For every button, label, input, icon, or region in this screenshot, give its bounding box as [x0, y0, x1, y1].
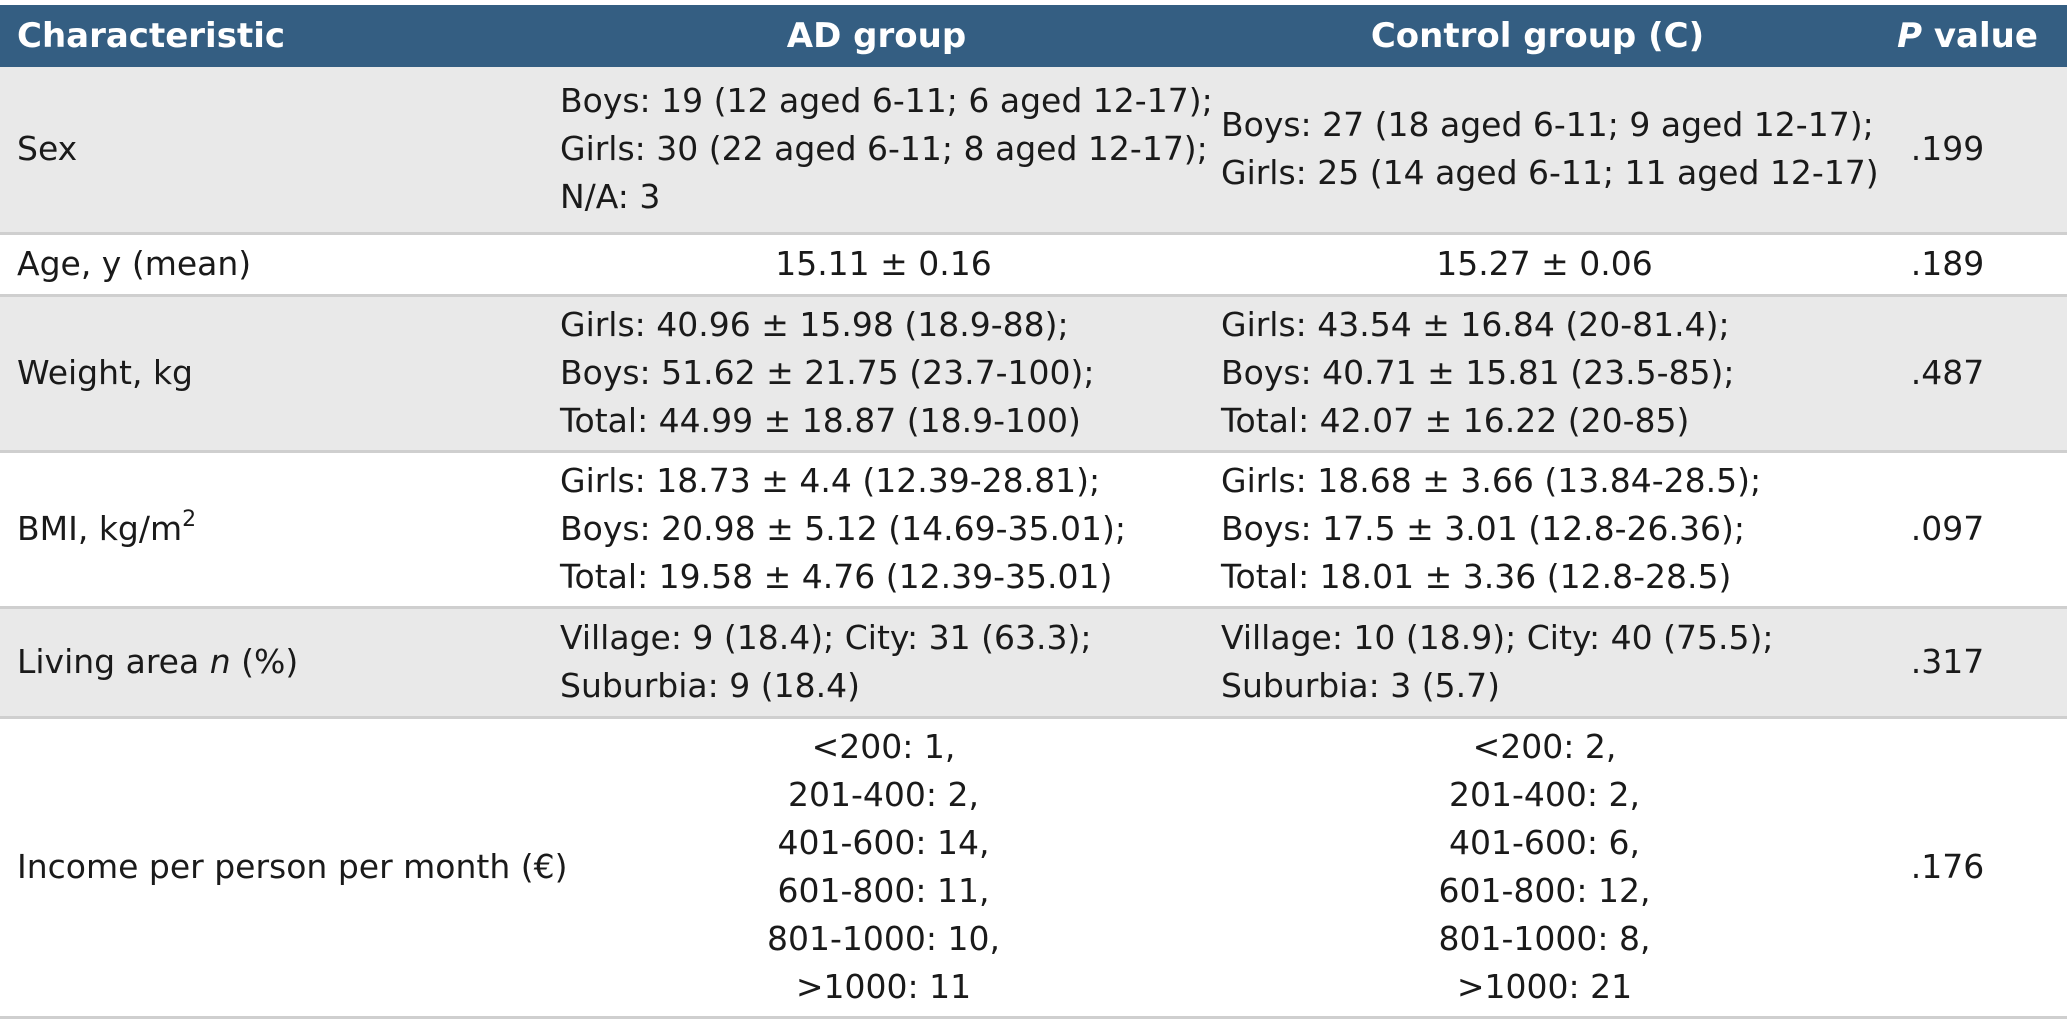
row-label-age: Age, y (mean): [17, 244, 252, 283]
cell-weight-ad: Girls: 40.96 ± 15.98 (18.9-88); Boys: 51…: [546, 295, 1207, 451]
header-p-rest: value: [1922, 16, 2038, 56]
cell-line: Girls: 30 (22 aged 6-11; 8 aged 12-17);: [560, 129, 1208, 169]
row-label-living-post: (%): [230, 642, 299, 681]
cell-bmi-ad: Girls: 18.73 ± 4.4 (12.39-28.81); Boys: …: [546, 451, 1207, 607]
cell-weight-control: Girls: 43.54 ± 16.84 (20-81.4); Boys: 40…: [1207, 295, 1868, 451]
cell-line: Total: 42.07 ± 16.22 (20-85): [1221, 401, 1690, 440]
table-row-living-area: Living area n (%) Village: 9 (18.4); Cit…: [0, 607, 2067, 717]
row-label-income: Income per person per month (€): [17, 847, 568, 886]
cell-line: Suburbia: 3 (5.7): [1221, 666, 1500, 705]
cell-income-p: .176: [1910, 847, 1985, 886]
cell-line: 601-800: 11,: [777, 871, 990, 910]
row-label-weight: Weight, kg: [17, 353, 194, 392]
cell-line: Total: 44.99 ± 18.87 (18.9-100): [560, 401, 1081, 440]
cell-bmi-p: .097: [1910, 509, 1985, 548]
row-label-bmi-sup: 2: [182, 507, 197, 532]
cell-sex-control: Boys: 27 (18 aged 6-11; 9 aged 12-17); G…: [1207, 67, 1879, 233]
cell-sex-ad: Boys: 19 (12 aged 6-11; 6 aged 12-17); G…: [546, 67, 1213, 233]
cell-sex-p: .199: [1910, 129, 1985, 169]
header-characteristic: Characteristic: [17, 16, 285, 56]
cell-income-control: <200: 2, 201-400: 2, 401-600: 6, 601-800…: [1207, 717, 1868, 1017]
cell-line: Boys: 20.98 ± 5.12 (14.69-35.01);: [560, 509, 1126, 548]
header-ad-group: AD group: [786, 16, 967, 56]
cell-line: 801-1000: 8,: [1438, 919, 1651, 958]
cell-line: Village: 10 (18.9); City: 40 (75.5);: [1221, 618, 1774, 657]
header-row: Characteristic AD group Control group (C…: [0, 5, 2067, 67]
cell-line: Boys: 40.71 ± 15.81 (23.5-85);: [1221, 353, 1735, 392]
cell-line: Girls: 43.54 ± 16.84 (20-81.4);: [1221, 305, 1730, 344]
cell-line: Total: 18.01 ± 3.36 (12.8-28.5): [1221, 557, 1732, 596]
cell-age-control: 15.27 ± 0.06: [1436, 244, 1653, 283]
cell-line: 401-600: 6,: [1449, 823, 1640, 862]
cell-line: >1000: 11: [795, 967, 972, 1006]
table-body: Sex Boys: 19 (12 aged 6-11; 6 aged 12-17…: [0, 67, 2067, 1017]
cell-line: 401-600: 14,: [777, 823, 990, 862]
cell-line: Girls: 18.73 ± 4.4 (12.39-28.81);: [560, 461, 1101, 500]
cell-line: N/A: 3: [560, 177, 661, 217]
row-label-living-n: n: [209, 642, 231, 681]
cell-line: 201-400: 2,: [1449, 775, 1640, 814]
row-label-living-pre: Living area: [17, 642, 210, 681]
header-control-group: Control group (C): [1370, 16, 1705, 56]
row-label-bmi: BMI, kg/m2: [0, 451, 546, 607]
table-row-bmi: BMI, kg/m2 Girls: 18.73 ± 4.4 (12.39-28.…: [0, 451, 2067, 607]
table-row-weight: Weight, kg Girls: 40.96 ± 15.98 (18.9-88…: [0, 295, 2067, 451]
cell-line: Boys: 27 (18 aged 6-11; 9 aged 12-17);: [1221, 105, 1874, 145]
header-p-value: P value: [1868, 5, 2067, 67]
cell-line: >1000: 21: [1456, 967, 1633, 1006]
cell-line: <200: 2,: [1472, 727, 1617, 766]
cell-living-ad: Village: 9 (18.4); City: 31 (63.3); Subu…: [546, 607, 1207, 717]
row-label-sex: Sex: [17, 129, 78, 169]
cell-line: <200: 1,: [811, 727, 956, 766]
cell-bmi-control: Girls: 18.68 ± 3.66 (13.84-28.5); Boys: …: [1207, 451, 1868, 607]
cell-line: Boys: 17.5 ± 3.01 (12.8-26.36);: [1221, 509, 1745, 548]
cell-weight-p: .487: [1910, 353, 1985, 392]
table-row-sex: Sex Boys: 19 (12 aged 6-11; 6 aged 12-17…: [0, 67, 2067, 233]
cell-line: Boys: 51.62 ± 21.75 (23.7-100);: [560, 353, 1095, 392]
cell-line: Suburbia: 9 (18.4): [560, 666, 860, 705]
cell-line: Girls: 18.68 ± 3.66 (13.84-28.5);: [1221, 461, 1762, 500]
cell-line: 201-400: 2,: [788, 775, 979, 814]
table-row-age: Age, y (mean) 15.11 ± 0.16 15.27 ± 0.06 …: [0, 233, 2067, 295]
cell-line: Girls: 25 (14 aged 6-11; 11 aged 12-17): [1221, 153, 1879, 193]
cell-age-p: .189: [1910, 244, 1985, 283]
cell-line: Village: 9 (18.4); City: 31 (63.3);: [560, 618, 1092, 657]
cell-line: Boys: 19 (12 aged 6-11; 6 aged 12-17);: [560, 81, 1213, 121]
cell-living-p: .317: [1910, 642, 1985, 681]
header-p-italic: P: [1897, 16, 1923, 56]
row-label-living-area: Living area n (%): [0, 607, 546, 717]
cell-living-control: Village: 10 (18.9); City: 40 (75.5); Sub…: [1207, 607, 1868, 717]
cell-line: 801-1000: 10,: [767, 919, 1000, 958]
table-row-income: Income per person per month (€) <200: 1,…: [0, 717, 2067, 1017]
cell-line: Total: 19.58 ± 4.76 (12.39-35.01): [560, 557, 1113, 596]
row-label-bmi-text: BMI, kg/m: [17, 509, 183, 548]
cell-line: Girls: 40.96 ± 15.98 (18.9-88);: [560, 305, 1069, 344]
cell-income-ad: <200: 1, 201-400: 2, 401-600: 14, 601-80…: [546, 717, 1207, 1017]
cell-line: 601-800: 12,: [1438, 871, 1651, 910]
table-header: Characteristic AD group Control group (C…: [0, 5, 2067, 67]
characteristics-table: Characteristic AD group Control group (C…: [0, 5, 2067, 1019]
cell-age-ad: 15.11 ± 0.16: [775, 244, 992, 283]
